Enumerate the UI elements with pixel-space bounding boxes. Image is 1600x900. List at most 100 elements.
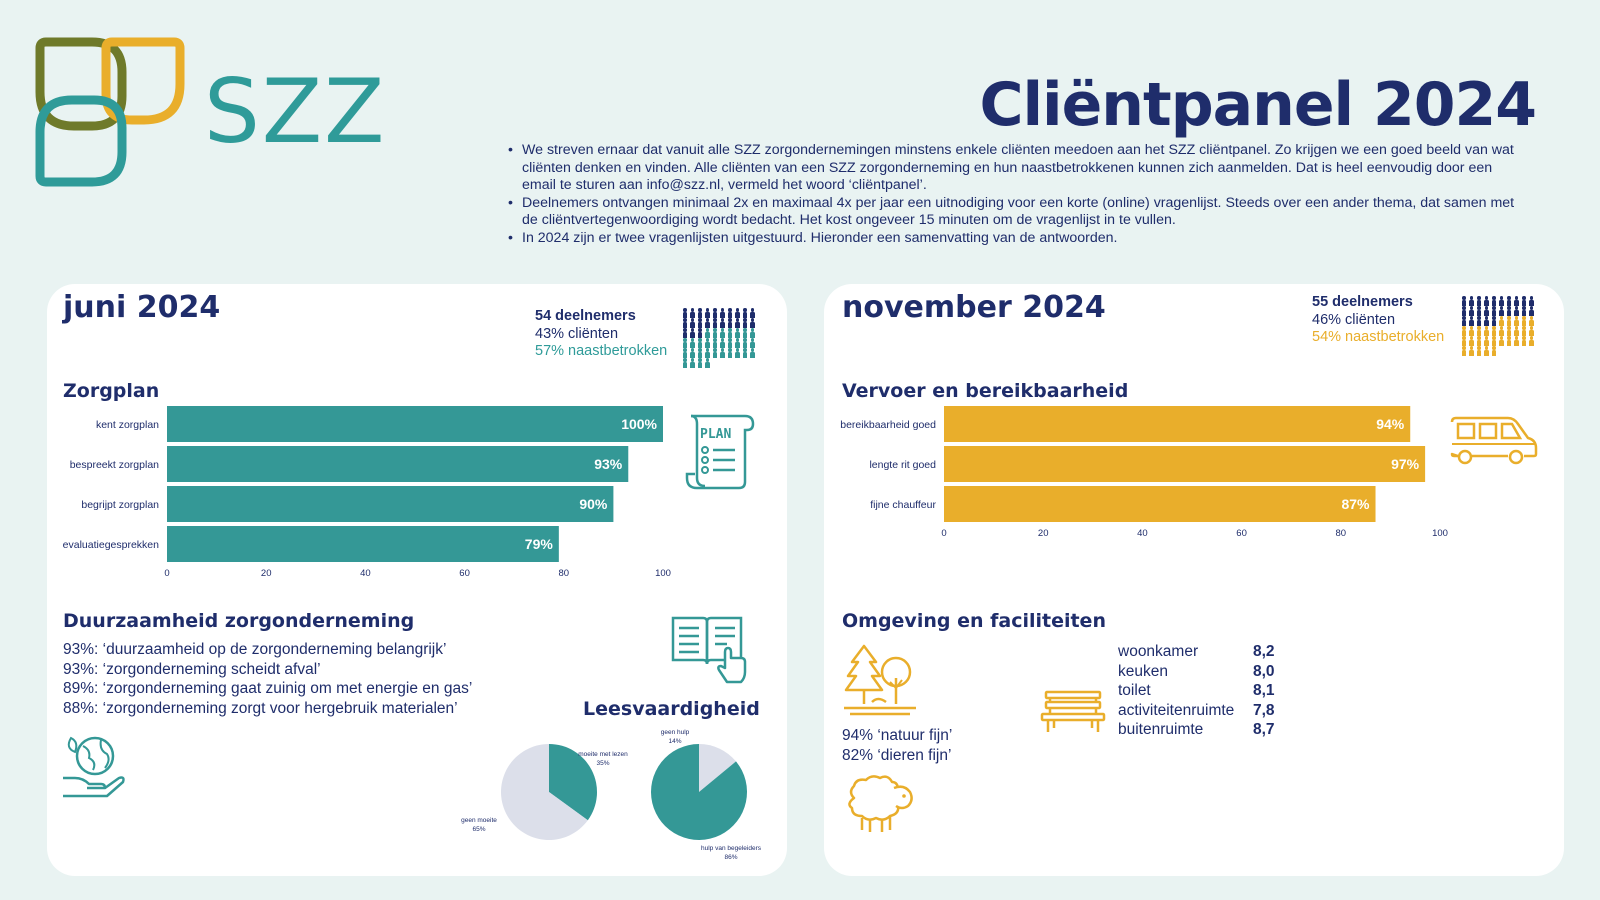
person-icon	[711, 308, 719, 318]
person-icon	[734, 328, 742, 338]
person-icon	[741, 338, 749, 348]
panel-title: november 2024	[842, 290, 1106, 325]
pie-label: geen moeite	[461, 817, 497, 824]
relatives-share: 54% naastbetrokken	[1312, 329, 1445, 345]
person-icon	[711, 338, 719, 348]
panel-june: juni 2024 54 deelnemers 43% cliënten 57%…	[47, 284, 787, 876]
sustainability-line: 93%: ‘zorgonderneming scheidt afval’	[63, 660, 321, 678]
person-icon	[689, 308, 697, 318]
person-icon	[719, 338, 727, 348]
intro-item: In 2024 zijn er twee vragenlijsten uitge…	[506, 230, 1516, 248]
score-value: 8,2	[1253, 643, 1275, 660]
person-icon	[749, 338, 757, 348]
sustainability-line: 93%: ‘duurzaamheid op de zorgonderneming…	[63, 641, 447, 658]
person-icon	[1468, 296, 1476, 306]
zorgplan-bar-chart: kent zorgplan 100% bespreekt zorgplan 93% be…	[47, 402, 687, 586]
person-icon	[1460, 306, 1468, 316]
person-icon	[726, 328, 734, 338]
bar-category-label: bereikbaarheid goed	[840, 419, 936, 431]
person-icon	[689, 328, 697, 338]
person-icon	[689, 348, 697, 358]
person-icon	[1528, 296, 1536, 306]
zorgplan-chart-svg: kent zorgplan 100% bespreekt zorgplan 93% be…	[63, 406, 671, 579]
bar-value-label: 87%	[1341, 496, 1370, 512]
score-value: 8,7	[1253, 721, 1275, 738]
person-icon	[1475, 326, 1483, 336]
person-icon	[1498, 326, 1506, 336]
person-icon	[719, 318, 727, 328]
axis-tick-label: 60	[1236, 528, 1247, 539]
axis-tick-label: 60	[459, 568, 470, 579]
bar	[944, 486, 1376, 522]
person-icon	[1505, 336, 1513, 346]
environment-title: Omgeving en faciliteiten	[842, 610, 1106, 632]
participants-count: 55 deelnemers	[1312, 294, 1413, 310]
person-icon	[711, 328, 719, 338]
axis-tick-label: 100	[1432, 528, 1448, 539]
person-icon	[1483, 336, 1491, 346]
person-icon	[1460, 316, 1468, 326]
person-icon	[726, 338, 734, 348]
pie-label: hulp van begeleiders	[701, 845, 762, 852]
person-icon	[704, 358, 712, 368]
person-icon	[734, 348, 742, 358]
score-value: 8,1	[1253, 682, 1275, 699]
person-icon	[741, 318, 749, 328]
person-icon	[1475, 316, 1483, 326]
pie-label: 35%	[596, 760, 609, 767]
sustainability-list: 93%: ‘duurzaamheid op de zorgonderneming…	[63, 640, 472, 718]
person-icon	[1505, 326, 1513, 336]
bar-category-label: evaluatiegesprekken	[63, 539, 159, 551]
person-icon	[1528, 306, 1536, 316]
score-label: activiteitenruimte	[1118, 701, 1235, 719]
person-icon	[749, 328, 757, 338]
clients-share: 43% cliënten	[535, 325, 619, 342]
person-icon	[726, 318, 734, 328]
bar-value-label: 79%	[525, 536, 554, 552]
person-icon	[1490, 296, 1498, 306]
person-icon	[1483, 306, 1491, 316]
axis-tick-label: 20	[1038, 528, 1049, 539]
person-icon	[1520, 296, 1528, 306]
person-icon	[1483, 326, 1491, 336]
score-value: 7,8	[1253, 701, 1275, 719]
bar-value-label: 94%	[1376, 416, 1405, 432]
person-icon	[1528, 316, 1536, 326]
bar	[167, 406, 663, 442]
person-icon	[749, 308, 757, 318]
bar	[167, 486, 614, 522]
person-icon	[1468, 326, 1476, 336]
transport-bar-chart: bereikbaarheid goed 94% lengte rit goed 97%…	[824, 402, 1464, 546]
transport-title: Vervoer en bereikbaarheid	[842, 380, 1129, 402]
nature-trees-icon	[844, 644, 916, 716]
axis-tick-label: 0	[164, 568, 169, 579]
globe-in-hand-icon	[63, 736, 125, 798]
person-icon	[1513, 296, 1521, 306]
pie-label: 65%	[472, 826, 485, 833]
environment-line: 82% ‘dieren fijn’	[842, 746, 952, 764]
axis-tick-label: 40	[360, 568, 371, 579]
person-icon	[1475, 306, 1483, 316]
person-icon	[719, 328, 727, 338]
person-icon	[681, 338, 689, 348]
person-icon	[749, 348, 757, 358]
person-icon	[1490, 326, 1498, 336]
person-icon	[704, 338, 712, 348]
person-icon	[1468, 306, 1476, 316]
person-icon	[1505, 296, 1513, 306]
person-icon	[1498, 306, 1506, 316]
bar	[167, 526, 559, 562]
person-icon	[1475, 346, 1483, 356]
person-icon	[689, 338, 697, 348]
open-book-touch-icon	[671, 616, 747, 684]
person-icon	[1490, 346, 1498, 356]
person-icon	[726, 308, 734, 318]
person-icon	[1460, 326, 1468, 336]
person-icon	[689, 358, 697, 368]
person-icon	[711, 318, 719, 328]
person-icon	[1483, 296, 1491, 306]
pie-slice	[699, 744, 736, 792]
bar-value-label: 90%	[579, 496, 608, 512]
person-icon	[734, 338, 742, 348]
person-icon	[1513, 306, 1521, 316]
